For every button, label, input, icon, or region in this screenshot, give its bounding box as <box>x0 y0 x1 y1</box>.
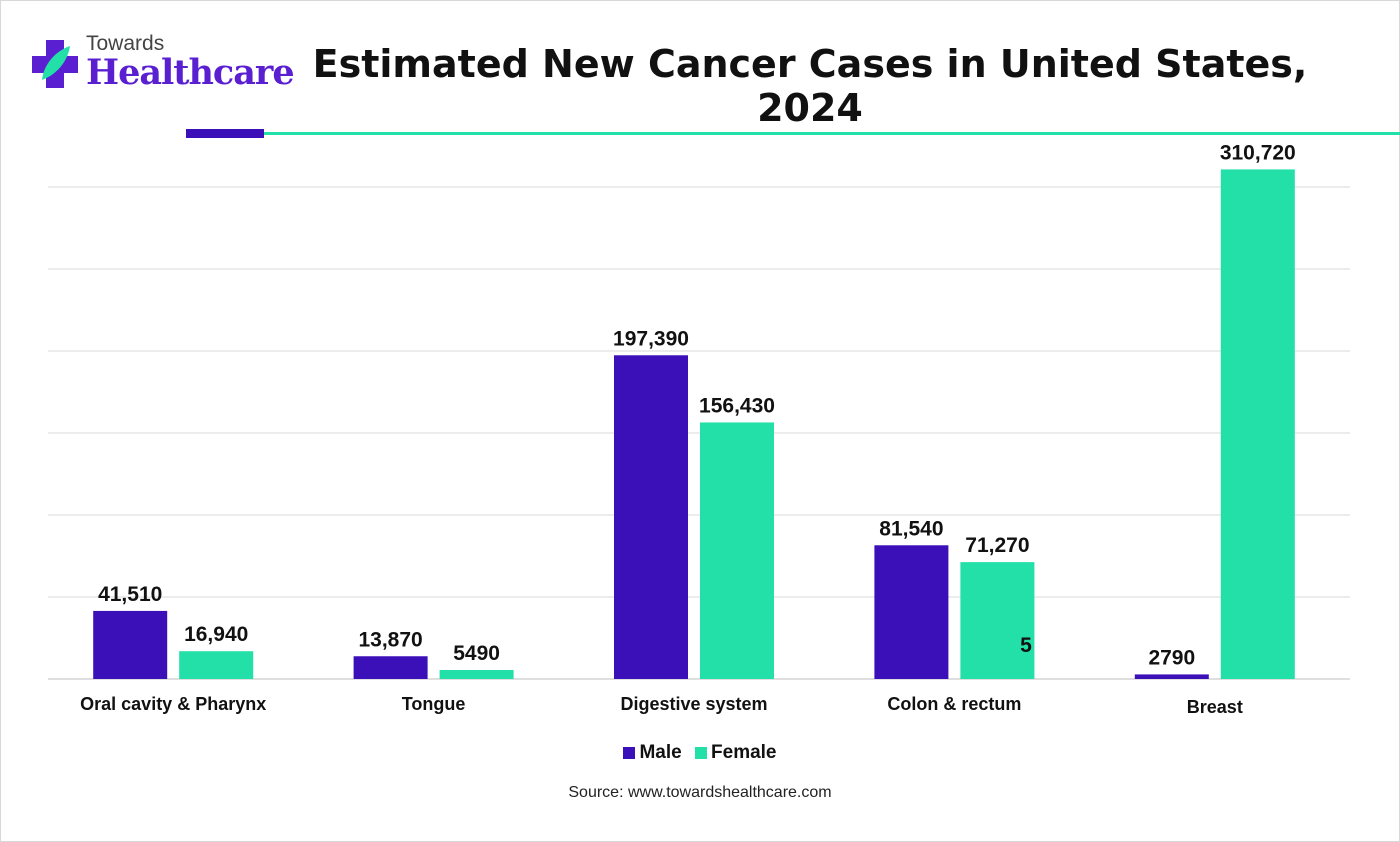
bar-female-3 <box>960 562 1035 679</box>
logo: Towards Healthcare <box>28 30 295 100</box>
data-label-male-3: 81,540 <box>879 517 943 540</box>
legend: Male Female <box>0 742 1400 765</box>
legend-item-female: Female <box>695 742 777 764</box>
legend-swatch-male <box>623 747 636 759</box>
data-label-male-4: 2790 <box>1148 646 1195 669</box>
legend-item-male: Male <box>623 742 682 764</box>
logo-towards-text: Towards <box>86 32 165 55</box>
bar-female-0 <box>179 651 254 679</box>
medical-cross-icon <box>32 40 78 88</box>
bar-male-3 <box>874 545 949 679</box>
data-label-female-4: 310,720 <box>1220 141 1296 164</box>
bar-female-4 <box>1220 169 1295 680</box>
category-label-2: Digestive system <box>620 694 767 714</box>
legend-swatch-female <box>695 747 708 759</box>
data-label-male-2: 197,390 <box>613 327 689 350</box>
bar-female-1 <box>439 669 514 679</box>
data-label-male-0: 41,510 <box>98 583 162 606</box>
category-label-3: Colon & rectum <box>887 694 1021 714</box>
bar-male-0 <box>93 610 168 679</box>
bar-male-4 <box>1134 674 1209 679</box>
category-label-4: Breast <box>1187 697 1243 717</box>
source-note: Source: www.towardshealthcare.com <box>568 784 832 801</box>
legend-label-female: Female <box>711 742 777 763</box>
chart-title: Estimated New Cancer Cases in United Sta… <box>312 42 1308 130</box>
bar-female-2 <box>700 422 774 679</box>
logo-healthcare-text: Healthcare <box>86 52 295 93</box>
title-underline-accent <box>186 129 264 138</box>
bar-chart: 41,510 16,940 Oral cavity & Pharynx 13,870 5… <box>48 141 1350 717</box>
annotation-label: 5 <box>1020 634 1032 657</box>
legend-label-male: Male <box>639 742 682 763</box>
data-label-female-2: 156,430 <box>699 394 775 417</box>
data-label-male-1: 13,870 <box>358 628 422 651</box>
bar-male-2 <box>614 355 688 679</box>
title-underline <box>264 132 1400 135</box>
category-label-0: Oral cavity & Pharynx <box>80 694 266 714</box>
data-label-female-3: 71,270 <box>965 534 1029 557</box>
data-label-female-1: 5490 <box>453 642 500 665</box>
data-label-female-0: 16,940 <box>184 623 248 646</box>
category-label-1: Tongue <box>402 694 466 714</box>
bar-male-1 <box>353 656 428 679</box>
